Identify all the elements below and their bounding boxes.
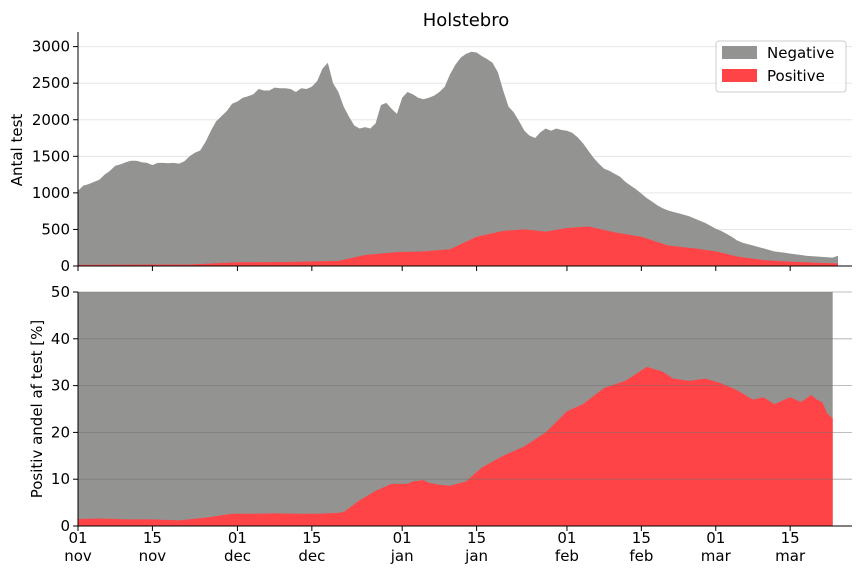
positive-area: [78, 226, 838, 266]
top-y-axis-label: Antal test: [8, 114, 26, 187]
top-y-tick-label: 1000: [32, 184, 70, 202]
x-ticks: 01nov15nov01dec15dec01jan15jan01feb15feb…: [64, 266, 806, 565]
x-tick-month-label: feb: [555, 547, 579, 565]
bottom-y-tick-label: 0: [60, 517, 70, 535]
top-y-tick-label: 2500: [32, 74, 70, 92]
x-tick-day-label: 01: [68, 529, 87, 547]
top-y-ticks: 0 500 1000 1500 2000 2500 3000: [32, 38, 78, 275]
bottom-areas: [78, 366, 833, 526]
x-tick-day-label: 15: [781, 529, 800, 547]
bottom-gridlines: [78, 291, 852, 480]
bottom-y-ticks: 0 10 20 30 40 50: [51, 283, 78, 535]
x-tick-day-label: 15: [632, 529, 651, 547]
bottom-y-tick-label: 20: [51, 423, 70, 441]
x-tick-month-label: feb: [629, 547, 653, 565]
x-tick-day-label: 01: [393, 529, 412, 547]
bottom-y-tick-label: 50: [51, 283, 70, 301]
legend-label-negative: Negative: [767, 44, 834, 62]
x-tick-month-label: jan: [464, 547, 488, 565]
top-areas: [78, 51, 838, 267]
negative-area: [78, 51, 838, 267]
x-tick-day-label: 01: [557, 529, 576, 547]
positive-share-area: [78, 366, 833, 526]
x-tick-month-label: dec: [224, 547, 251, 565]
bottom-y-tick-label: 10: [51, 470, 70, 488]
bottom-axes: [77, 292, 852, 527]
bottom-y-tick-label: 40: [51, 330, 70, 348]
top-y-tick-label: 0: [60, 257, 70, 275]
top-y-tick-label: 1500: [32, 147, 70, 165]
top-y-tick-label: 500: [41, 220, 70, 238]
legend-swatch-negative: [722, 46, 757, 59]
x-tick-month-label: mar: [775, 547, 806, 565]
top-y-tick-label: 2000: [32, 111, 70, 129]
x-tick-month-label: mar: [701, 547, 732, 565]
x-tick-day-label: 15: [302, 529, 321, 547]
x-tick-month-label: nov: [64, 547, 92, 565]
x-tick-day-label: 15: [467, 529, 486, 547]
bottom-y-tick-label: 30: [51, 377, 70, 395]
legend: Negative Positive: [715, 40, 847, 93]
top-axes: [77, 32, 852, 267]
x-tick-day-label: 01: [706, 529, 725, 547]
x-tick-day-label: 15: [143, 529, 162, 547]
x-tick-month-label: jan: [390, 547, 414, 565]
chart-title: Holstebro: [423, 10, 510, 31]
legend-swatch-positive: [722, 69, 757, 82]
bottom-y-axis-label: Positiv andel af test [%]: [28, 320, 46, 499]
top-panel: 0 500 1000 1500 2000 2500 3000 Antal test Nega…: [8, 32, 852, 275]
x-tick-month-label: dec: [298, 547, 325, 565]
x-tick-day-label: 01: [228, 529, 247, 547]
top-y-tick-label: 3000: [32, 38, 70, 56]
x-tick-month-label: nov: [139, 547, 167, 565]
legend-label-positive: Positive: [767, 67, 825, 85]
